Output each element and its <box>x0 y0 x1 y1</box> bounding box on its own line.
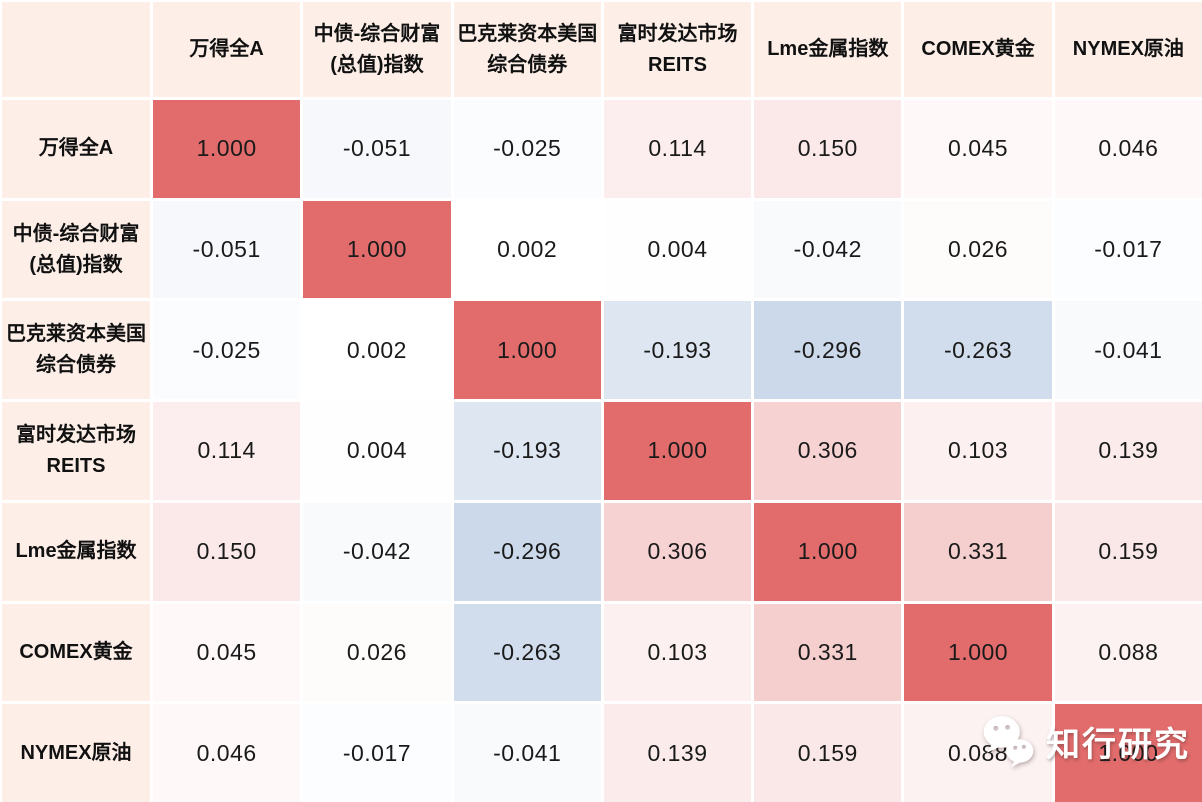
matrix-cell-4-2: -0.296 <box>453 502 601 601</box>
matrix-cell-5-4: 0.331 <box>754 603 902 702</box>
matrix-cell-3-0: 0.114 <box>153 402 301 500</box>
matrix-cell-6-6: 1.000 <box>1054 704 1202 802</box>
column-header-6: NYMEX原油 <box>1054 2 1202 97</box>
matrix-cell-0-2: -0.025 <box>453 100 601 198</box>
matrix-cell-0-4: 0.150 <box>754 100 902 198</box>
column-header-5: COMEX黄金 <box>904 2 1052 97</box>
matrix-cell-5-2: -0.263 <box>453 603 601 702</box>
column-header-4: Lme金属指数 <box>754 2 902 97</box>
matrix-cell-2-3: -0.193 <box>603 301 752 400</box>
matrix-cell-1-6: -0.017 <box>1054 200 1202 299</box>
matrix-cell-2-2: 1.000 <box>453 301 601 400</box>
matrix-cell-5-5: 1.000 <box>904 603 1052 702</box>
matrix-cell-0-3: 0.114 <box>603 100 752 198</box>
matrix-cell-3-3: 1.000 <box>603 402 752 500</box>
matrix-cell-4-0: 0.150 <box>153 502 301 601</box>
matrix-cell-1-3: 0.004 <box>603 200 752 299</box>
matrix-cell-6-4: 0.159 <box>754 704 902 802</box>
row-header-1: 中债-综合财富 (总值)指数 <box>2 200 150 299</box>
row-header-5: COMEX黄金 <box>2 603 150 702</box>
row-header-3: 富时发达市场 REITS <box>2 402 150 500</box>
matrix-cell-6-3: 0.139 <box>603 704 752 802</box>
matrix-cell-2-1: 0.002 <box>303 301 451 400</box>
matrix-cell-2-5: -0.263 <box>904 301 1052 400</box>
matrix-cell-0-1: -0.051 <box>303 100 451 198</box>
matrix-cell-6-1: -0.017 <box>303 704 451 802</box>
matrix-cell-4-3: 0.306 <box>603 502 752 601</box>
matrix-cell-3-4: 0.306 <box>754 402 902 500</box>
matrix-cell-1-2: 0.002 <box>453 200 601 299</box>
column-header-3: 富时发达市场 REITS <box>603 2 752 97</box>
matrix-cell-3-1: 0.004 <box>303 402 451 500</box>
matrix-cell-0-6: 0.046 <box>1054 100 1202 198</box>
matrix-cell-5-1: 0.026 <box>303 603 451 702</box>
matrix-cell-2-6: -0.041 <box>1054 301 1202 400</box>
row-header-2: 巴克莱资本美国 综合债券 <box>2 301 150 400</box>
matrix-cell-0-5: 0.045 <box>904 100 1052 198</box>
matrix-cell-2-0: -0.025 <box>153 301 301 400</box>
matrix-cell-2-4: -0.296 <box>754 301 902 400</box>
matrix-cell-5-0: 0.045 <box>153 603 301 702</box>
matrix-cell-1-1: 1.000 <box>303 200 451 299</box>
corner-cell <box>2 2 150 97</box>
matrix-cell-4-1: -0.042 <box>303 502 451 601</box>
matrix-cell-6-5: 0.088 <box>904 704 1052 802</box>
matrix-cell-4-6: 0.159 <box>1054 502 1202 601</box>
row-header-0: 万得全A <box>2 100 150 198</box>
matrix-cell-3-5: 0.103 <box>904 402 1052 500</box>
matrix-cell-1-5: 0.026 <box>904 200 1052 299</box>
matrix-cell-5-6: 0.088 <box>1054 603 1202 702</box>
matrix-cell-6-2: -0.041 <box>453 704 601 802</box>
matrix-cell-4-4: 1.000 <box>754 502 902 601</box>
column-header-0: 万得全A <box>153 2 301 97</box>
row-header-6: NYMEX原油 <box>2 704 150 802</box>
matrix-cell-6-0: 0.046 <box>153 704 301 802</box>
matrix-cell-3-2: -0.193 <box>453 402 601 500</box>
matrix-cell-0-0: 1.000 <box>153 100 301 198</box>
matrix-cell-5-3: 0.103 <box>603 603 752 702</box>
matrix-cell-4-5: 0.331 <box>904 502 1052 601</box>
row-header-4: Lme金属指数 <box>2 502 150 601</box>
matrix-cell-1-4: -0.042 <box>754 200 902 299</box>
column-header-1: 中债-综合财富 (总值)指数 <box>303 2 451 97</box>
matrix-cell-3-6: 0.139 <box>1054 402 1202 500</box>
matrix-cell-1-0: -0.051 <box>153 200 301 299</box>
column-header-2: 巴克莱资本美国 综合债券 <box>453 2 601 97</box>
